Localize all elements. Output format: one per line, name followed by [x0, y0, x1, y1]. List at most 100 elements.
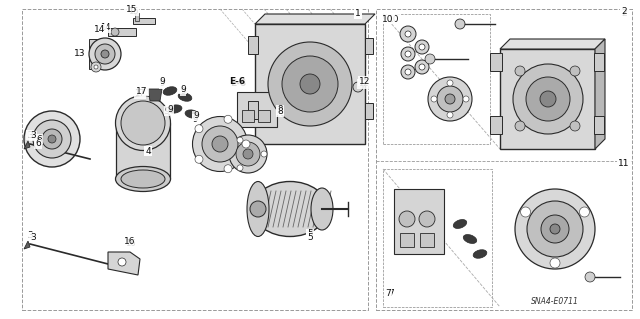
Bar [242, 110, 254, 122]
Bar [490, 116, 502, 134]
Text: 9: 9 [180, 86, 186, 95]
Circle shape [419, 44, 425, 50]
Bar [420, 233, 434, 247]
Circle shape [111, 28, 119, 36]
Circle shape [570, 66, 580, 76]
Ellipse shape [178, 93, 192, 101]
Circle shape [550, 258, 560, 268]
Circle shape [268, 42, 352, 126]
Text: 5: 5 [307, 233, 313, 241]
Ellipse shape [311, 188, 333, 230]
Text: 6: 6 [36, 135, 42, 144]
Bar [365, 38, 373, 54]
Text: 3: 3 [30, 233, 36, 241]
Circle shape [401, 65, 415, 79]
Bar [135, 13, 139, 21]
Circle shape [445, 94, 455, 104]
Bar [490, 53, 502, 71]
Circle shape [212, 136, 228, 152]
Text: 2: 2 [621, 10, 627, 19]
Text: 15: 15 [128, 6, 138, 16]
Circle shape [447, 80, 453, 86]
Ellipse shape [463, 234, 477, 243]
Circle shape [242, 140, 250, 148]
Text: 3: 3 [30, 131, 36, 140]
Ellipse shape [247, 182, 269, 236]
Text: 7: 7 [388, 290, 394, 299]
Text: 8: 8 [277, 106, 283, 115]
Circle shape [224, 115, 232, 123]
Circle shape [24, 111, 80, 167]
Circle shape [95, 44, 115, 64]
Bar [594, 53, 604, 71]
Circle shape [527, 201, 583, 257]
Circle shape [515, 121, 525, 131]
Circle shape [428, 77, 472, 121]
Circle shape [282, 56, 338, 112]
Circle shape [579, 207, 589, 217]
Text: 9: 9 [164, 107, 170, 115]
Circle shape [48, 135, 56, 143]
Text: 3: 3 [27, 130, 33, 139]
Bar [400, 233, 414, 247]
Text: 3: 3 [27, 232, 33, 241]
Text: 5: 5 [307, 229, 313, 239]
Circle shape [415, 60, 429, 74]
Circle shape [300, 74, 320, 94]
Bar [248, 36, 258, 54]
Ellipse shape [253, 182, 328, 236]
Circle shape [243, 149, 253, 159]
Ellipse shape [453, 219, 467, 228]
Circle shape [94, 65, 98, 69]
Ellipse shape [168, 105, 182, 113]
Text: 11: 11 [618, 160, 630, 168]
Circle shape [447, 112, 453, 118]
Circle shape [541, 215, 569, 243]
Circle shape [42, 129, 62, 149]
Polygon shape [148, 89, 162, 101]
Text: 10: 10 [382, 14, 394, 24]
Circle shape [405, 51, 411, 57]
Ellipse shape [193, 116, 248, 172]
Circle shape [463, 96, 469, 102]
Bar [255, 24, 365, 144]
Circle shape [419, 211, 435, 227]
Polygon shape [255, 14, 375, 24]
Circle shape [515, 66, 525, 76]
Ellipse shape [121, 101, 165, 145]
Circle shape [89, 38, 121, 70]
Circle shape [550, 224, 560, 234]
Circle shape [202, 126, 238, 162]
Text: 16: 16 [124, 236, 136, 246]
Circle shape [261, 151, 267, 157]
Text: 12: 12 [358, 79, 368, 88]
Circle shape [236, 142, 260, 166]
Bar [500, 49, 595, 149]
Bar [394, 189, 444, 254]
Text: 9: 9 [193, 115, 198, 123]
Ellipse shape [515, 189, 595, 269]
Text: 12: 12 [359, 77, 371, 85]
Text: E-6: E-6 [229, 78, 245, 86]
Text: 4: 4 [145, 146, 151, 155]
Bar [237, 92, 277, 127]
Ellipse shape [229, 135, 267, 173]
Text: 9: 9 [180, 85, 186, 93]
Circle shape [405, 31, 411, 37]
Bar [594, 116, 604, 134]
Text: 9: 9 [159, 77, 165, 85]
Ellipse shape [163, 87, 177, 95]
Polygon shape [24, 141, 30, 149]
Polygon shape [24, 241, 30, 249]
Polygon shape [595, 39, 605, 149]
Circle shape [400, 26, 416, 42]
Circle shape [33, 120, 71, 158]
Text: 1: 1 [355, 10, 361, 19]
Ellipse shape [121, 170, 165, 188]
Text: 15: 15 [126, 4, 138, 13]
Circle shape [540, 91, 556, 107]
Circle shape [353, 82, 363, 92]
Text: 17: 17 [134, 90, 145, 99]
Bar [133, 18, 155, 24]
Text: 2: 2 [621, 8, 627, 17]
